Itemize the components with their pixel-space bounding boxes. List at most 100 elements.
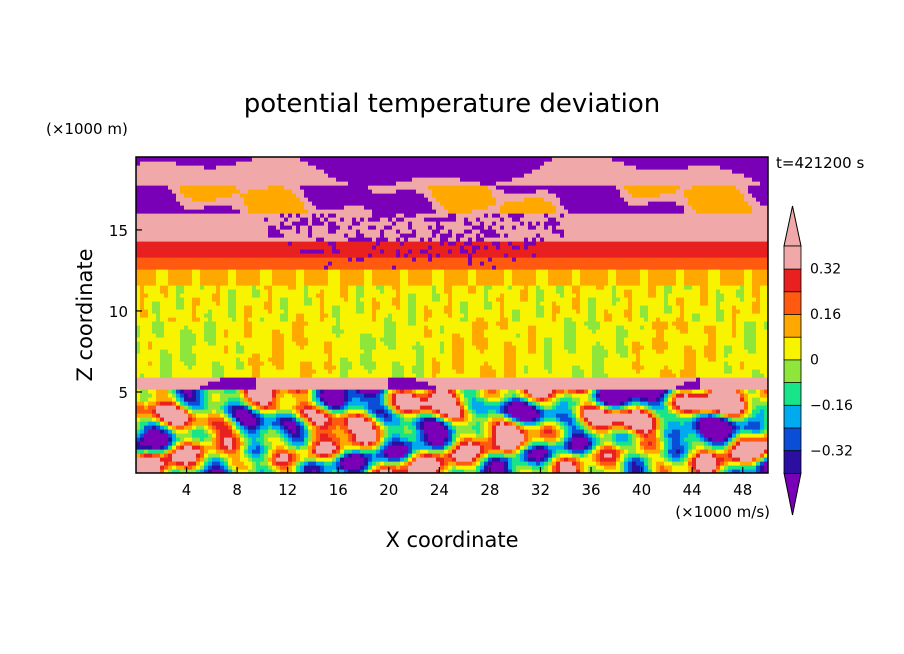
contour-cell [724, 441, 729, 446]
contour-cell [596, 461, 601, 466]
contour-cell [572, 441, 577, 446]
contour-cell [200, 453, 205, 458]
contour-cell [612, 373, 617, 378]
contour-cell [332, 345, 337, 350]
contour-cell [688, 421, 693, 426]
contour-cell [516, 445, 521, 450]
contour-cell [668, 433, 673, 438]
contour-cell [208, 357, 213, 362]
contour-cell [156, 345, 161, 350]
contour-cell [348, 397, 353, 402]
contour-cell [380, 433, 385, 438]
contour-cell [652, 381, 657, 386]
contour-cell [324, 469, 329, 473]
contour-cell [592, 465, 597, 470]
contour-cell [240, 357, 245, 362]
contour-cell [464, 413, 469, 418]
contour-cell [296, 397, 301, 402]
contour-cell [468, 381, 473, 386]
contour-cell [676, 357, 681, 362]
contour-cell [284, 345, 289, 350]
contour-cell [472, 353, 477, 358]
contour-cell [420, 353, 425, 358]
contour-cell [560, 457, 565, 462]
contour-cell [664, 409, 669, 414]
contour-cell [180, 429, 185, 434]
contour-cell [652, 469, 657, 473]
contour-cell [496, 469, 501, 473]
contour-cell [484, 453, 489, 458]
contour-cell [740, 385, 745, 390]
contour-cell [264, 453, 269, 458]
contour-cell [252, 457, 257, 462]
contour-cell [664, 377, 669, 382]
contour-cell [208, 365, 213, 370]
contour-cell [204, 361, 209, 366]
contour-cell [264, 469, 269, 473]
contour-cell [244, 465, 249, 470]
contour-cell [520, 393, 525, 398]
contour-cell [472, 373, 477, 378]
contour-cell [340, 449, 345, 454]
contour-cell [676, 401, 681, 406]
contour-cell [156, 413, 161, 418]
contour-cell [348, 417, 353, 422]
contour-cell [292, 425, 297, 430]
contour-cell [316, 365, 321, 370]
contour-cell [628, 457, 633, 462]
contour-cell [580, 385, 585, 390]
contour-cell [452, 401, 457, 406]
contour-cell [200, 429, 205, 434]
contour-cell [444, 449, 449, 454]
contour-cell [392, 417, 397, 422]
contour-cell [272, 361, 277, 366]
contour-cell [552, 365, 557, 370]
contour-cell [672, 389, 677, 394]
contour-cell [292, 417, 297, 422]
contour-cell [700, 441, 705, 446]
contour-cell [148, 385, 153, 390]
contour-cell [172, 425, 177, 430]
contour-cell [344, 373, 349, 378]
contour-cell [700, 445, 705, 450]
contour-cell [368, 429, 373, 434]
contour-cell [672, 437, 677, 442]
contour-cell [276, 453, 281, 458]
contour-cell [480, 441, 485, 446]
contour-cell [604, 425, 609, 430]
contour-cell [716, 353, 721, 358]
contour-cell [364, 469, 369, 473]
contour-cell [444, 349, 449, 354]
contour-cell [524, 373, 529, 378]
contour-cell [648, 397, 653, 402]
contour-cell [192, 405, 197, 410]
contour-cell [624, 349, 629, 354]
contour-cell [280, 429, 285, 434]
contour-cell [376, 453, 381, 458]
contour-cell [724, 453, 729, 458]
contour-cell [512, 449, 517, 454]
contour-cell [732, 441, 737, 446]
contour-cell [728, 381, 733, 386]
contour-cell [340, 457, 345, 462]
contour-cell [364, 421, 369, 426]
contour-cell [684, 397, 689, 402]
contour-cell [560, 465, 565, 470]
contour-cell [160, 385, 165, 390]
contour-cell [604, 465, 609, 470]
contour-cell [180, 469, 185, 473]
contour-cell [264, 421, 269, 426]
contour-cell [540, 457, 545, 462]
contour-cell [640, 405, 645, 410]
contour-cell [676, 405, 681, 410]
contour-cell [172, 441, 177, 446]
contour-cell [520, 361, 525, 366]
contour-cell [608, 429, 613, 434]
contour-cell [696, 413, 701, 418]
contour-cell [308, 413, 313, 418]
contour-cell [476, 465, 481, 470]
contour-cell [452, 377, 457, 382]
contour-cell [592, 361, 597, 366]
contour-cell [360, 345, 365, 350]
contour-cell [332, 437, 337, 442]
